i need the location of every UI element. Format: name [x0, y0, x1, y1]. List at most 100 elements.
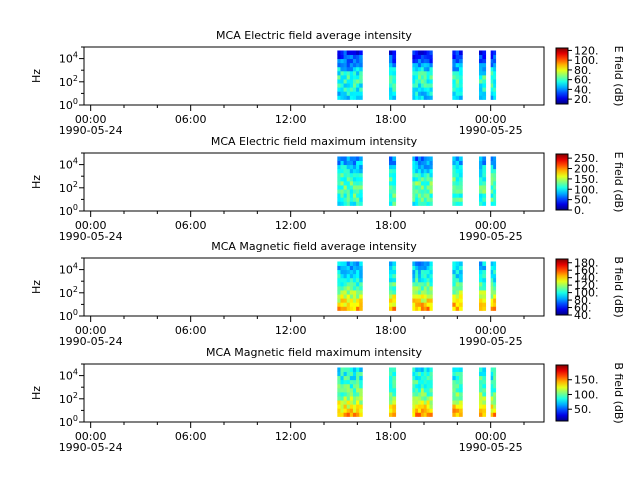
heatmap-cell	[340, 176, 344, 182]
heatmap-cell	[482, 294, 487, 299]
heatmap-cell	[349, 193, 354, 198]
heatmap-cell	[340, 400, 344, 405]
heatmap-cell	[493, 201, 497, 206]
heatmap-cell	[423, 306, 428, 311]
heatmap-cell	[412, 79, 416, 84]
heatmap-cell	[356, 50, 360, 55]
heatmap-cell	[482, 70, 487, 76]
heatmap-cell	[455, 277, 460, 283]
heatmap-cell	[423, 269, 428, 275]
x-tick-date: 1990-05-25	[459, 230, 523, 243]
heatmap-cell	[479, 404, 483, 409]
heatmap-cell	[346, 408, 351, 413]
heatmap-cell	[479, 371, 483, 377]
heatmap-cell	[392, 269, 397, 275]
heatmap-cell	[455, 74, 460, 80]
heatmap-cell	[426, 391, 430, 397]
heatmap-cell	[418, 277, 422, 283]
heatmap-cell	[346, 79, 351, 84]
heatmap-cell	[418, 412, 422, 417]
heatmap-cell	[420, 66, 425, 72]
heatmap-cell	[482, 95, 487, 100]
heatmap-cell	[490, 261, 494, 266]
heatmap-cell	[490, 404, 494, 409]
heatmap-cell	[343, 261, 348, 266]
colorbar-tick-label: 60.	[574, 74, 592, 87]
heatmap-cell	[426, 83, 430, 88]
heatmap-cell	[415, 70, 419, 76]
heatmap-cell	[429, 160, 433, 166]
heatmap-cell	[343, 91, 348, 96]
heatmap-cell	[352, 193, 357, 198]
heatmap-cell	[412, 83, 416, 88]
heatmap-cell	[420, 70, 425, 76]
heatmap-cell	[459, 62, 463, 68]
heatmap-cell	[459, 164, 463, 170]
heatmap-cell	[392, 58, 397, 64]
heatmap-cell	[349, 306, 354, 311]
heatmap-cell	[482, 160, 487, 166]
heatmap-cell	[455, 172, 460, 178]
heatmap-cell	[490, 294, 494, 299]
colorbar-tick-label: 180.	[574, 257, 599, 270]
heatmap-cell	[343, 180, 348, 186]
heatmap-cell	[343, 391, 348, 397]
heatmap-cell	[455, 95, 460, 100]
heatmap-cell	[349, 83, 354, 88]
heatmap-cell	[459, 261, 463, 266]
heatmap-cell	[459, 371, 463, 377]
heatmap-cell	[392, 298, 397, 303]
heatmap-cell	[420, 371, 425, 377]
heatmap-cell	[349, 172, 354, 178]
heatmap-cell	[479, 265, 483, 271]
heatmap-cell	[412, 400, 416, 405]
heatmap-cell	[356, 408, 360, 413]
heatmap-cell	[479, 189, 483, 194]
heatmap-cell	[352, 70, 357, 76]
heatmap-cell	[359, 54, 363, 60]
heatmap-cell	[420, 302, 425, 307]
heatmap-cell	[482, 172, 487, 178]
heatmap-cell	[412, 156, 416, 161]
heatmap-cell	[459, 83, 463, 88]
heatmap-cell	[452, 201, 457, 206]
heatmap-cell	[415, 79, 419, 84]
heatmap-cell	[490, 290, 494, 295]
x-tick-date: 1990-05-25	[459, 124, 523, 137]
heatmap-cell	[455, 404, 460, 409]
heatmap-cell	[359, 285, 363, 291]
heatmap-cell	[352, 306, 357, 311]
heatmap-cell	[418, 404, 422, 409]
heatmap-cell	[349, 74, 354, 80]
heatmap-cell	[423, 273, 428, 279]
heatmap-cell	[459, 290, 463, 295]
heatmap-cell	[455, 54, 460, 60]
heatmap-cell	[389, 66, 393, 72]
heatmap-cell	[423, 408, 428, 413]
heatmap-cell	[452, 50, 457, 55]
heatmap-cell	[482, 408, 487, 413]
heatmap-cell	[490, 387, 494, 393]
heatmap-cell	[349, 168, 354, 174]
x-tick-label: 00:00	[475, 113, 507, 126]
heatmap-cell	[356, 160, 360, 166]
heatmap-cell	[418, 58, 422, 64]
heatmap-cell	[426, 383, 430, 389]
heatmap-cell	[349, 281, 354, 287]
heatmap-cell	[482, 62, 487, 68]
heatmap-cell	[423, 79, 428, 84]
heatmap-cell	[479, 201, 483, 206]
heatmap-cell	[482, 54, 487, 60]
heatmap-cell	[337, 58, 341, 64]
heatmap-cell	[482, 74, 487, 80]
heatmap-cell	[420, 91, 425, 96]
heatmap-cell	[359, 261, 363, 266]
heatmap-cell	[482, 400, 487, 405]
heatmap-cell	[415, 160, 419, 166]
heatmap-cell	[426, 285, 430, 291]
heatmap-cell	[493, 298, 497, 303]
colorbar-tick-label: 50.	[574, 403, 592, 416]
heatmap-cell	[356, 87, 360, 92]
heatmap-cell	[389, 70, 393, 76]
heatmap-cell	[356, 197, 360, 202]
